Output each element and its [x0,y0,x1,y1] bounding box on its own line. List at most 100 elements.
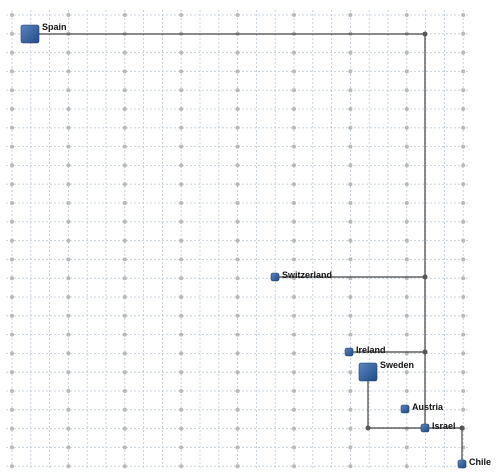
grid-dot [10,370,14,375]
grid-dot [235,13,240,17]
grid-dot [179,125,184,130]
grid-dot [404,182,409,187]
grid-dot [179,351,184,356]
grid-dot [461,69,466,74]
grid-dot [404,445,409,450]
grid-dot [404,257,409,262]
grid-dot [235,276,240,281]
grid-dot [348,295,353,299]
grid-dot [122,295,127,299]
grid-dot [10,426,14,431]
node [20,24,40,44]
grid-dot [404,332,409,337]
node [344,347,354,357]
grid-dot [10,351,14,356]
grid-dot [235,332,240,337]
node-label: Ireland [356,345,386,355]
link [425,427,463,464]
grid-dot [292,219,296,224]
grid-dot [235,370,240,375]
grid-dot [348,107,353,111]
grid-dot [461,88,466,93]
grid-dot [179,464,184,469]
grid-dot [461,389,466,393]
grid-dot [122,426,127,431]
grid-dot [10,144,14,149]
grid-dot [235,163,240,168]
grid-dot [179,276,184,281]
grid-dot [404,201,409,205]
links [30,31,465,464]
grid-dot [235,238,240,243]
grid-dot [122,370,127,375]
joint [422,274,428,280]
grid-dot [348,13,353,17]
grid-dot [348,313,353,318]
grid-dot [235,50,240,55]
grid-dot [235,389,240,393]
grid-dot [461,163,466,168]
grid-dot [10,107,14,111]
node-label: Israel [432,421,456,431]
grid-dot [179,182,184,187]
grid-dot [404,464,409,469]
grid-dot [66,407,71,412]
grid-dot [66,219,71,224]
grid-dot [66,201,71,205]
grid-dot [292,201,296,205]
grid-dot [461,107,466,111]
grid-dot [235,125,240,130]
node [420,423,430,433]
grid-dot [461,407,466,412]
grid-dot [179,370,184,375]
grid-dot [404,50,409,55]
grid-dot [348,50,353,55]
grid-dot [66,445,71,450]
grid-dot [404,238,409,243]
grid-dot [292,445,296,450]
grid-dot [10,125,14,130]
grid-dot [179,201,184,205]
grid-dot [461,144,466,149]
grid-dot [66,69,71,74]
grid-dot [10,50,14,55]
grid-dot [348,407,353,412]
grid-dot [66,88,71,93]
grid-dot [235,464,240,469]
grid-dot [122,88,127,93]
grid-dot [66,125,71,130]
grid-dot [179,389,184,393]
grid-dot [348,445,353,450]
grid-dot [10,219,14,224]
grid-dot [292,50,296,55]
grid-dot [179,295,184,299]
grid-dot [292,407,296,412]
grid-dot [461,370,466,375]
grid-dot [179,13,184,17]
grid-dot [348,201,353,205]
grid-dot [66,370,71,375]
grid-dot [292,295,296,299]
grid-dot [292,163,296,168]
grid-dot [404,295,409,299]
grid-dot [235,445,240,450]
grid-dot [348,182,353,187]
grid-dot [122,219,127,224]
grid-dot [179,238,184,243]
grid-dot [235,426,240,431]
grid-dot [10,182,14,187]
grid-dot [179,219,184,224]
grid-dot [122,107,127,111]
grid-dot [404,370,409,375]
grid-dot [122,50,127,55]
grid-dot [66,238,71,243]
grid-dot [122,144,127,149]
grid-dot [10,295,14,299]
grid-dot [122,238,127,243]
grid-dot [179,163,184,168]
grid-dot [404,88,409,93]
grid-dot [66,295,71,299]
grid-dot [122,313,127,318]
